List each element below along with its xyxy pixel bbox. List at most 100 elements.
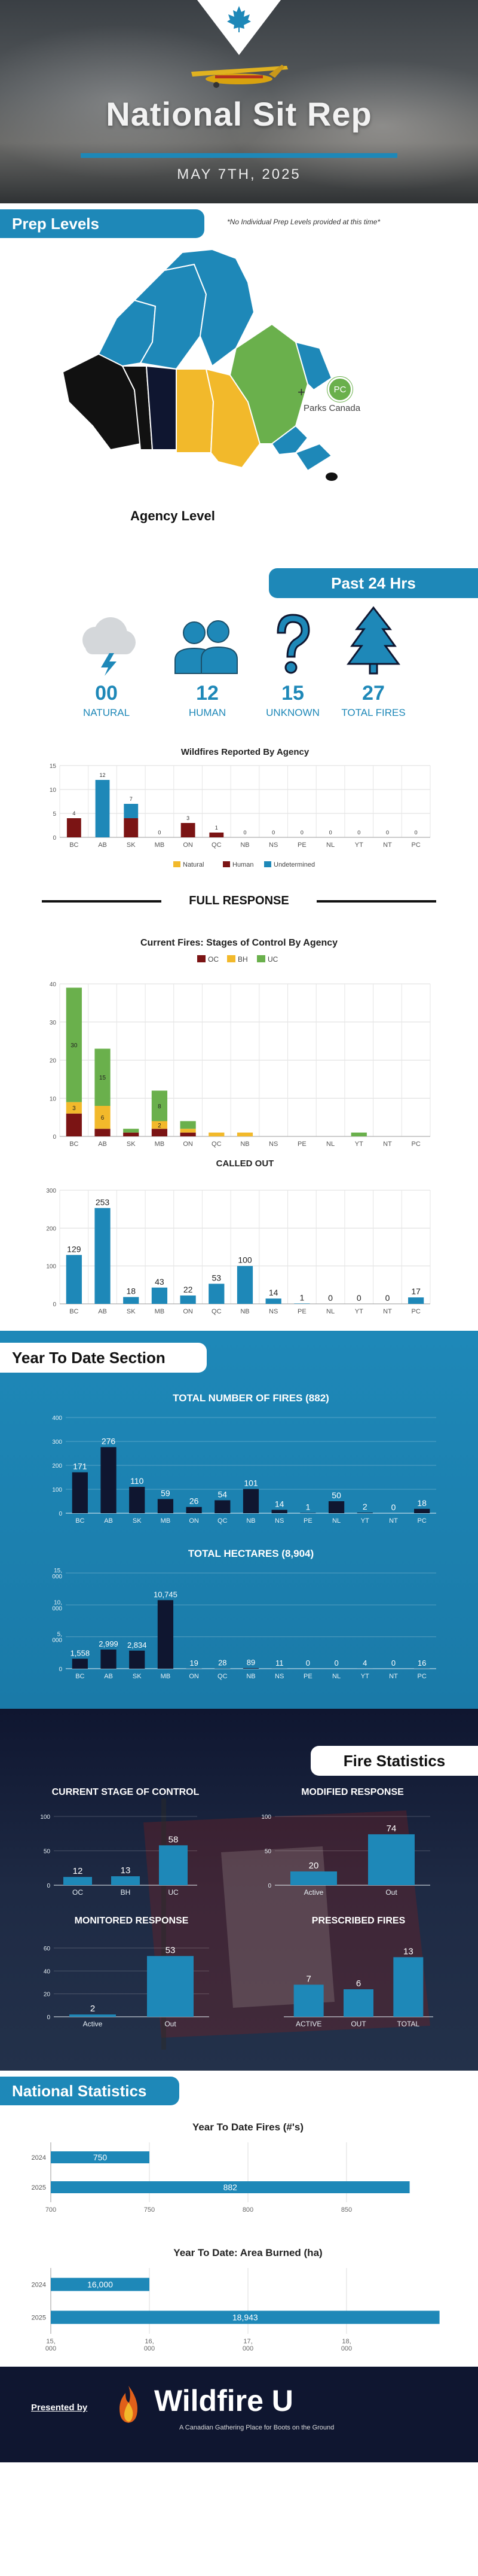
question-mark-icon — [277, 614, 310, 674]
bar-yt-uc — [351, 1132, 367, 1136]
bar-ab-uc — [94, 1048, 111, 1106]
data-label-bc: 171 — [73, 1462, 87, 1471]
bar-ab-v — [100, 1447, 117, 1513]
bar-active-v — [69, 2014, 116, 2017]
x-tick-nl: NL — [332, 1517, 341, 1525]
legend-label-human: Human — [232, 861, 253, 868]
bar-sk-v — [123, 1297, 139, 1304]
segment-label: 6 — [101, 1115, 105, 1121]
bar-total-v — [393, 1957, 424, 2017]
chart-title: Year To Date: Area Burned (ha) — [173, 2247, 322, 2258]
x-tick-on: ON — [189, 1517, 199, 1525]
header-banner: National Sit Rep MAY 7TH, 2025 — [0, 0, 478, 203]
bar-active-v — [293, 1984, 324, 2017]
bar-out-v — [368, 1834, 415, 1885]
bar-sk-v — [129, 1487, 145, 1513]
data-label-sk: 7 — [130, 796, 133, 802]
bar-qc-v — [209, 1284, 225, 1304]
bar-on-oc — [180, 1132, 196, 1136]
stat-unknown-value: 15 — [281, 682, 304, 705]
x-tick-on: ON — [189, 1673, 199, 1680]
data-label-out: 74 — [387, 1824, 397, 1834]
x-tick-mb: MB — [155, 1141, 165, 1148]
data-label-on: 19 — [189, 1659, 198, 1667]
stages-of-control-chart: 0 10 20 30 40 BC AB SK MB ON QC NB NS PE NL YT NT PC 30 3 15… — [50, 981, 431, 1148]
x-tick-nl: NL — [326, 1308, 335, 1315]
prep-levels-section: Prep Levels *No Individual Prep Levels p… — [0, 203, 478, 568]
x-tick-label: 800 — [243, 2206, 253, 2214]
legend-swatch-bh — [227, 955, 235, 962]
y-tick-2025: 2025 — [32, 2315, 46, 2322]
y-tick-label: 5 — [53, 811, 56, 818]
x-tick-mb: MB — [161, 1673, 171, 1680]
data-label-pc: 0 — [415, 830, 418, 836]
stat-natural-label: NATURAL — [82, 707, 130, 718]
agency-level-label: Agency Level — [130, 508, 215, 523]
y-tick-2024: 2024 — [32, 2154, 46, 2162]
x-tick-ab: AB — [104, 1673, 113, 1680]
canada-agency-map — [62, 248, 338, 481]
data-label-nb: 0 — [243, 830, 246, 836]
y-tick-label: 100 — [261, 1814, 271, 1821]
data-label-nl: 50 — [332, 1490, 341, 1500]
x-tick-pe: PE — [298, 1308, 307, 1315]
map-region-nu — [162, 248, 255, 367]
map-region-nl — [295, 341, 333, 391]
data-label-qc: 28 — [218, 1659, 226, 1667]
y-tick-label: 0 — [53, 835, 56, 842]
x-tick-active: Active — [83, 2020, 103, 2028]
prep-levels-tab: Prep Levels — [0, 209, 204, 238]
data-label-nt: 0 — [391, 1659, 396, 1667]
brand-name: Wildfire U — [154, 2384, 293, 2418]
reported-by-agency-section: Wildfires Reported By Agency 0 5 10 15 4 BC 12 A… — [0, 742, 478, 882]
bar-oc-v — [63, 1877, 92, 1885]
parks-plus: + — [298, 385, 305, 400]
y-tick-label: 50 — [265, 1849, 272, 1855]
data-label-oc: 12 — [73, 1866, 83, 1876]
legend-label-natural: Natural — [183, 861, 204, 868]
bar-bc-human — [66, 818, 81, 837]
past-24-tab: Past 24 Hrs — [269, 568, 478, 598]
bar-out-v — [344, 1989, 373, 2017]
report-date: MAY 7TH, 2025 — [177, 166, 301, 182]
data-label-pc: 17 — [411, 1287, 421, 1296]
x-tick-bc: BC — [75, 1673, 84, 1680]
data-label-nl: 0 — [328, 1293, 333, 1303]
bar-nb-bh — [237, 1132, 253, 1136]
x-tick-nt: NT — [383, 1308, 392, 1315]
y-tick-label: 0 — [53, 1134, 56, 1141]
y-tick-label: 200 — [52, 1463, 62, 1470]
bar-nb-v — [243, 1668, 259, 1669]
data-label-pe: 0 — [306, 1659, 310, 1667]
y-tick-label: 400 — [52, 1415, 62, 1422]
data-label-bh: 13 — [121, 1865, 131, 1876]
x-tick-sk: SK — [127, 842, 136, 849]
data-label-2025: 882 — [223, 2182, 238, 2192]
data-label-mb: 43 — [155, 1277, 164, 1287]
data-label-pe: 1 — [299, 1292, 304, 1302]
y-tick-label: 100 — [46, 1264, 56, 1270]
bar-pc-v — [414, 1508, 430, 1513]
x-tick-pc: PC — [412, 842, 421, 849]
y-tick-label: 15 — [50, 763, 57, 770]
bar-active-v — [290, 1871, 337, 1885]
legend-swatch-human — [223, 861, 230, 867]
data-label-nb: 89 — [247, 1658, 255, 1667]
legend-swatch-oc — [197, 955, 206, 962]
data-label-nl: 0 — [334, 1659, 338, 1667]
x-tick-bc: BC — [69, 1141, 78, 1148]
x-tick-total: TOTAL — [397, 2020, 420, 2028]
x-tick-ns: NS — [275, 1673, 284, 1680]
stages-section: 0 10 20 30 40 BC AB SK MB ON QC NB NS PE NL YT NT PC 30 3 15… — [0, 972, 478, 1154]
x-tick-qc: QC — [217, 1517, 228, 1525]
data-label-on: 22 — [183, 1285, 193, 1294]
data-label-nb: 101 — [244, 1478, 258, 1488]
bar-pc-v — [408, 1297, 424, 1304]
bar-sk-human — [124, 818, 139, 837]
data-label-ab: 253 — [96, 1197, 110, 1207]
segment-label: 8 — [158, 1103, 161, 1110]
bar-mb-v — [151, 1287, 168, 1304]
data-label-pe: 1 — [305, 1502, 310, 1512]
x-tick-active: ACTIVE — [296, 2020, 321, 2028]
title-underline — [81, 153, 397, 158]
